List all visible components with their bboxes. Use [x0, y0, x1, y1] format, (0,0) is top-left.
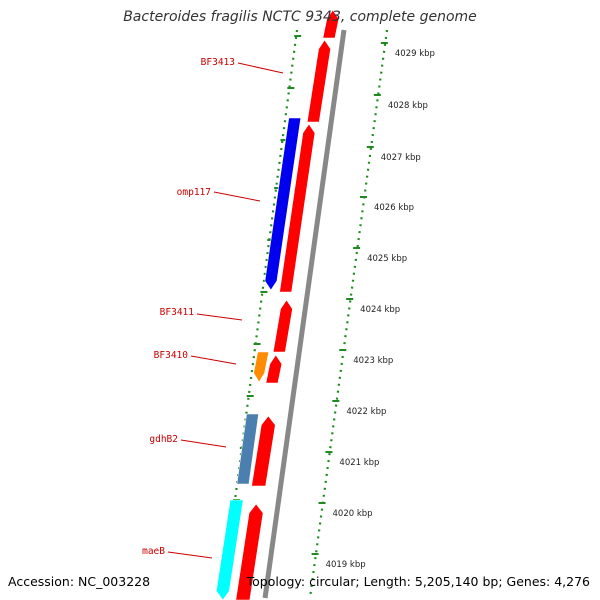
scale-label: 4023 kbp	[353, 356, 393, 366]
gene-block-maeB	[215, 499, 244, 600]
scale-label: 4024 kbp	[360, 305, 400, 315]
gene-label: maeB	[142, 546, 165, 557]
genes-layer	[215, 9, 340, 600]
gene-block-red	[306, 39, 331, 123]
backbone-layer	[262, 29, 347, 599]
scale-label: 4029 kbp	[395, 49, 435, 59]
scale-label: 4019 kbp	[326, 560, 366, 570]
accession-text: Accession: NC_003228	[8, 574, 151, 589]
scale-label: 4021 kbp	[339, 458, 379, 468]
gene-block-omp117	[264, 117, 302, 291]
gene-label-leader	[196, 313, 243, 321]
gene-label: BF3410	[154, 350, 189, 361]
topology-text: Topology: circular; Length: 5,205,140 bp…	[246, 574, 590, 589]
gene-block-gdhB2	[236, 413, 259, 485]
gene-label-leader	[180, 439, 227, 448]
gene-block-red	[322, 9, 340, 39]
scale-label: 4028 kbp	[388, 101, 428, 111]
gene-block-red	[265, 354, 283, 384]
gene-block-red	[272, 299, 293, 353]
gene-label-leader	[237, 62, 284, 74]
gene-label: gdhB2	[149, 434, 178, 445]
gene-label: BF3413	[201, 57, 235, 68]
gene-block-red	[251, 415, 276, 487]
gene-label-leader	[167, 551, 213, 559]
scale-label: 4027 kbp	[381, 153, 421, 163]
gene-block-red	[279, 123, 316, 293]
scale-label: 4022 kbp	[346, 407, 386, 417]
gene-label-leader	[190, 355, 237, 365]
gene-block-BF3410	[253, 351, 270, 383]
scale-label: 4020 kbp	[333, 509, 373, 519]
scale-label: 4026 kbp	[374, 203, 414, 213]
gene-label-leader	[213, 191, 261, 202]
gene-label: BF3411	[160, 307, 195, 318]
tick-marks: 4029 kbp 4028 kbp 4027 kbp 4026 kbp 4025 kbp…	[226, 35, 435, 570]
scale-label: 4025 kbp	[367, 254, 407, 264]
gene-block-red	[235, 503, 264, 600]
map-title: Bacteroides fragilis NCTC 9343, complete…	[123, 9, 477, 25]
gene-label: omp117	[177, 187, 211, 198]
labels-layer: BF3413 omp117 BF3411 BF3410 gdhB2 maeB	[142, 57, 284, 559]
genome-backbone	[262, 29, 347, 599]
